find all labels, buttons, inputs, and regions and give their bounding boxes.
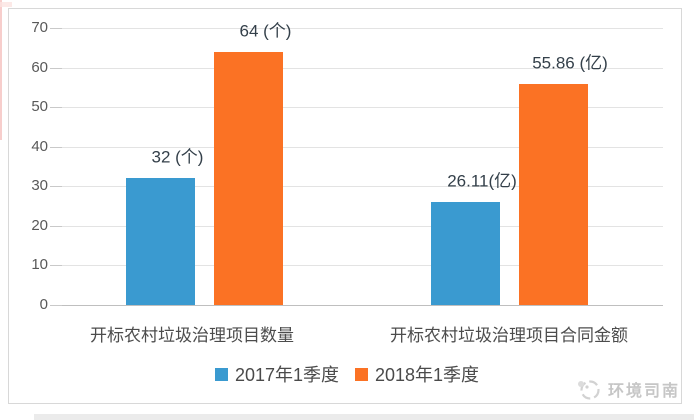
y-axis-tick-label: 20 (31, 216, 48, 234)
corner-edge-artifact (0, 2, 12, 7)
legend-swatch (355, 367, 368, 381)
bar-2018年1季度-开标农村垃圾治理项目数量 (214, 51, 283, 305)
bar-data-label: 64 (个) (239, 21, 292, 41)
x-axis-category-label: 开标农村垃圾治理项目合同金额 (390, 326, 628, 345)
y-axis-tick-label: 50 (31, 98, 48, 116)
bar-data-label: 55.86 (亿) (532, 53, 608, 73)
gridline (62, 186, 663, 188)
y-axis-tick (50, 107, 62, 109)
legend-item-2017年1季度: 2017年1季度 (214, 361, 339, 387)
y-axis-tick (50, 186, 62, 188)
bar-2018年1季度-开标农村垃圾治理项目合同金额 (518, 83, 588, 305)
y-axis-tick (50, 225, 62, 227)
gridline (62, 225, 663, 227)
gridline (62, 265, 663, 267)
legend-swatch (214, 367, 228, 381)
y-axis-tick (50, 146, 62, 148)
left-edge-artifact (0, 0, 2, 140)
legend-label: 2018年1季度 (375, 365, 480, 385)
y-axis-tick (50, 305, 62, 306)
y-axis-tick (50, 28, 62, 29)
bar-2017年1季度-开标农村垃圾治理项目合同金额 (430, 201, 500, 305)
y-axis-tick-label: 70 (31, 19, 48, 36)
bottom-edge-strip (34, 414, 694, 420)
y-axis-tick-label: 40 (31, 137, 48, 155)
chart-legend: 2017年1季度 2018年1季度 (0, 361, 694, 387)
y-axis-tick (50, 265, 62, 267)
gridline (62, 28, 663, 29)
legend-item-2018年1季度: 2018年1季度 (355, 361, 479, 387)
legend-label: 2017年1季度 (234, 365, 339, 385)
gridline (62, 107, 663, 109)
x-axis-line (62, 305, 663, 306)
y-axis-tick (50, 67, 62, 69)
bar-data-label: 32 (个) (151, 147, 204, 167)
gridline (62, 146, 663, 148)
y-axis-tick-label: 30 (31, 177, 48, 195)
x-axis-category-label: 开标农村垃圾治理项目数量 (90, 326, 294, 345)
gridline (62, 67, 663, 69)
bar-2017年1季度-开标农村垃圾治理项目数量 (126, 178, 195, 305)
y-axis-tick-label: 0 (39, 296, 48, 313)
y-axis-tick-label: 60 (31, 58, 48, 76)
y-axis-tick-label: 10 (31, 256, 48, 274)
bar-data-label: 26.11(亿) (447, 171, 517, 191)
